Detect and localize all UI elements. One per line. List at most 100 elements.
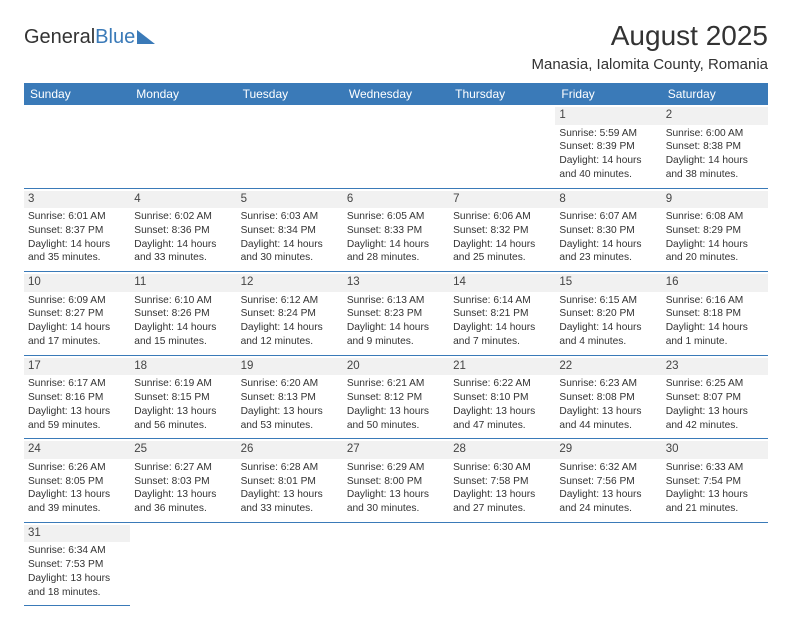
daylight-text: Daylight: 14 hours and 33 minutes. [134, 238, 232, 266]
daylight-text: Daylight: 13 hours and 53 minutes. [241, 405, 339, 433]
weekday-header: Saturday [662, 83, 768, 105]
calendar-day-cell: 4Sunrise: 6:02 AMSunset: 8:36 PMDaylight… [130, 188, 236, 272]
calendar-day-cell: 13Sunrise: 6:13 AMSunset: 8:23 PMDayligh… [343, 272, 449, 356]
header: General Blue August 2025 Manasia, Ialomi… [24, 20, 768, 73]
calendar-row: 1Sunrise: 5:59 AMSunset: 8:39 PMDaylight… [24, 105, 768, 188]
sunset-text: Sunset: 8:21 PM [453, 307, 551, 321]
calendar-empty-cell [237, 105, 343, 188]
calendar-day-cell: 2Sunrise: 6:00 AMSunset: 8:38 PMDaylight… [662, 105, 768, 188]
daylight-text: Daylight: 13 hours and 24 minutes. [559, 488, 657, 516]
sunrise-text: Sunrise: 6:00 AM [666, 127, 764, 141]
calendar-day-cell: 20Sunrise: 6:21 AMSunset: 8:12 PMDayligh… [343, 355, 449, 439]
sunset-text: Sunset: 8:24 PM [241, 307, 339, 321]
logo-text-2: Blue [95, 26, 135, 49]
brand-logo: General Blue [24, 26, 155, 49]
daylight-text: Daylight: 13 hours and 30 minutes. [347, 488, 445, 516]
sunrise-text: Sunrise: 6:01 AM [28, 210, 126, 224]
sunrise-text: Sunrise: 6:12 AM [241, 294, 339, 308]
sunrise-text: Sunrise: 6:28 AM [241, 461, 339, 475]
sunrise-text: Sunrise: 6:20 AM [241, 377, 339, 391]
weekday-header: Tuesday [237, 83, 343, 105]
sunrise-text: Sunrise: 6:15 AM [559, 294, 657, 308]
daylight-text: Daylight: 14 hours and 25 minutes. [453, 238, 551, 266]
calendar-empty-cell [130, 105, 236, 188]
day-number: 30 [662, 441, 768, 459]
sunset-text: Sunset: 8:12 PM [347, 391, 445, 405]
daylight-text: Daylight: 13 hours and 59 minutes. [28, 405, 126, 433]
day-number: 25 [130, 441, 236, 459]
page-title: August 2025 [532, 20, 769, 52]
sunrise-text: Sunrise: 6:25 AM [666, 377, 764, 391]
day-number: 5 [237, 191, 343, 209]
daylight-text: Daylight: 13 hours and 50 minutes. [347, 405, 445, 433]
sunrise-text: Sunrise: 6:09 AM [28, 294, 126, 308]
calendar-row: 17Sunrise: 6:17 AMSunset: 8:16 PMDayligh… [24, 355, 768, 439]
sunrise-text: Sunrise: 6:22 AM [453, 377, 551, 391]
sunrise-text: Sunrise: 6:19 AM [134, 377, 232, 391]
sunset-text: Sunset: 8:01 PM [241, 475, 339, 489]
calendar-day-cell: 11Sunrise: 6:10 AMSunset: 8:26 PMDayligh… [130, 272, 236, 356]
daylight-text: Daylight: 14 hours and 28 minutes. [347, 238, 445, 266]
sunrise-text: Sunrise: 6:23 AM [559, 377, 657, 391]
sunrise-text: Sunrise: 6:21 AM [347, 377, 445, 391]
weekday-header: Thursday [449, 83, 555, 105]
weekday-header: Sunday [24, 83, 130, 105]
day-number: 16 [662, 274, 768, 292]
daylight-text: Daylight: 14 hours and 35 minutes. [28, 238, 126, 266]
calendar-day-cell: 15Sunrise: 6:15 AMSunset: 8:20 PMDayligh… [555, 272, 661, 356]
calendar-table: SundayMondayTuesdayWednesdayThursdayFrid… [24, 83, 768, 606]
day-number: 10 [24, 274, 130, 292]
calendar-day-cell: 16Sunrise: 6:16 AMSunset: 8:18 PMDayligh… [662, 272, 768, 356]
calendar-day-cell: 31Sunrise: 6:34 AMSunset: 7:53 PMDayligh… [24, 522, 130, 606]
sunrise-text: Sunrise: 6:10 AM [134, 294, 232, 308]
calendar-day-cell: 8Sunrise: 6:07 AMSunset: 8:30 PMDaylight… [555, 188, 661, 272]
calendar-day-cell: 26Sunrise: 6:28 AMSunset: 8:01 PMDayligh… [237, 439, 343, 523]
daylight-text: Daylight: 14 hours and 9 minutes. [347, 321, 445, 349]
day-number: 1 [555, 107, 661, 125]
day-number: 7 [449, 191, 555, 209]
daylight-text: Daylight: 14 hours and 15 minutes. [134, 321, 232, 349]
daylight-text: Daylight: 13 hours and 39 minutes. [28, 488, 126, 516]
sunrise-text: Sunrise: 6:33 AM [666, 461, 764, 475]
sunrise-text: Sunrise: 6:02 AM [134, 210, 232, 224]
calendar-row: 24Sunrise: 6:26 AMSunset: 8:05 PMDayligh… [24, 439, 768, 523]
daylight-text: Daylight: 13 hours and 47 minutes. [453, 405, 551, 433]
calendar-day-cell: 9Sunrise: 6:08 AMSunset: 8:29 PMDaylight… [662, 188, 768, 272]
day-number: 18 [130, 358, 236, 376]
daylight-text: Daylight: 14 hours and 4 minutes. [559, 321, 657, 349]
sunrise-text: Sunrise: 6:06 AM [453, 210, 551, 224]
sunset-text: Sunset: 8:15 PM [134, 391, 232, 405]
weekday-header: Wednesday [343, 83, 449, 105]
day-number: 31 [24, 525, 130, 543]
day-number: 17 [24, 358, 130, 376]
daylight-text: Daylight: 13 hours and 44 minutes. [559, 405, 657, 433]
daylight-text: Daylight: 14 hours and 1 minute. [666, 321, 764, 349]
daylight-text: Daylight: 13 hours and 21 minutes. [666, 488, 764, 516]
day-number: 9 [662, 191, 768, 209]
sunrise-text: Sunrise: 6:27 AM [134, 461, 232, 475]
sunset-text: Sunset: 8:33 PM [347, 224, 445, 238]
sunset-text: Sunset: 7:58 PM [453, 475, 551, 489]
day-number: 2 [662, 107, 768, 125]
sunset-text: Sunset: 8:27 PM [28, 307, 126, 321]
daylight-text: Daylight: 14 hours and 38 minutes. [666, 154, 764, 182]
day-number: 14 [449, 274, 555, 292]
sunset-text: Sunset: 8:05 PM [28, 475, 126, 489]
day-number: 3 [24, 191, 130, 209]
calendar-day-cell: 17Sunrise: 6:17 AMSunset: 8:16 PMDayligh… [24, 355, 130, 439]
daylight-text: Daylight: 13 hours and 18 minutes. [28, 572, 126, 600]
calendar-day-cell: 30Sunrise: 6:33 AMSunset: 7:54 PMDayligh… [662, 439, 768, 523]
daylight-text: Daylight: 14 hours and 30 minutes. [241, 238, 339, 266]
calendar-empty-cell [662, 522, 768, 606]
daylight-text: Daylight: 14 hours and 17 minutes. [28, 321, 126, 349]
sunrise-text: Sunrise: 6:03 AM [241, 210, 339, 224]
calendar-empty-cell [449, 105, 555, 188]
sunset-text: Sunset: 7:56 PM [559, 475, 657, 489]
daylight-text: Daylight: 14 hours and 40 minutes. [559, 154, 657, 182]
sunset-text: Sunset: 8:07 PM [666, 391, 764, 405]
calendar-empty-cell [237, 522, 343, 606]
day-number: 20 [343, 358, 449, 376]
calendar-body: 1Sunrise: 5:59 AMSunset: 8:39 PMDaylight… [24, 105, 768, 606]
sunrise-text: Sunrise: 6:14 AM [453, 294, 551, 308]
day-number: 6 [343, 191, 449, 209]
